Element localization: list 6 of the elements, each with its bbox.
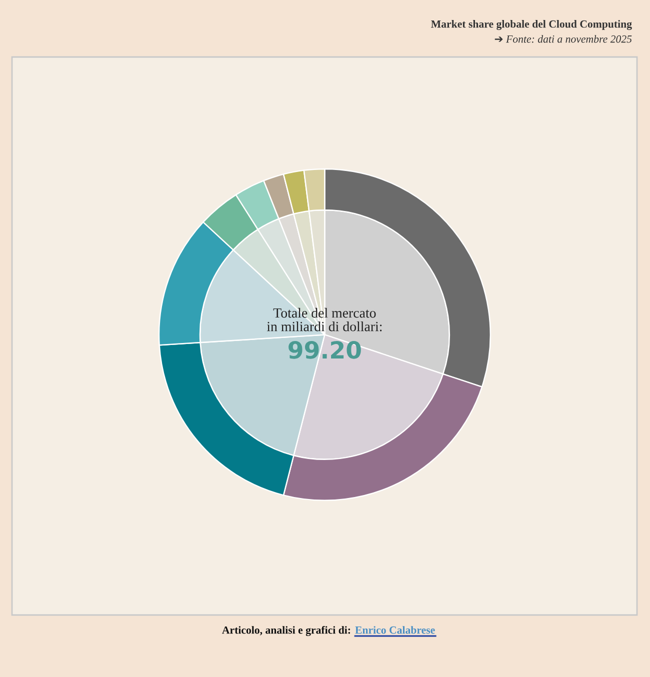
text: Market share globale del Cloud Computing: [431, 20, 632, 30]
text: Articolo, analisi e grafici di:: [222, 626, 350, 636]
text: Enrico Calabrese: [355, 626, 435, 634]
text: Totale del mercato in miliardi di dollari:: [266, 308, 382, 332]
text: ➔ Fonte: dati a novembre 2025: [494, 35, 632, 43]
text: 99.20: [288, 340, 361, 359]
